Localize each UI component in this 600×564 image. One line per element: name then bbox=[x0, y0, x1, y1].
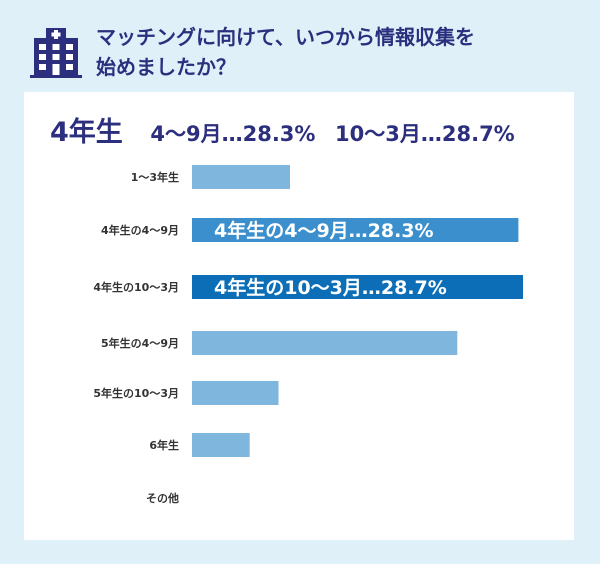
title-line-2: 始めましたか？ bbox=[96, 55, 236, 79]
page-title: マッチングに向けて、いつから情報収集を 始めましたか？ bbox=[96, 22, 576, 82]
bar-chart: 1～3年生 4年生の4～9月 4年生の4～9月…28.3% 4年生の10～3月 4年生の… bbox=[93, 165, 523, 505]
title-line-1: マッチングに向けて、いつから情報収集を bbox=[96, 25, 475, 49]
category-label: 5年生の10～3月 bbox=[93, 386, 179, 400]
bar bbox=[192, 218, 519, 242]
bar bbox=[192, 331, 458, 355]
bar bbox=[192, 381, 279, 405]
bar-callout-label: 4年生の4～9月…28.3% bbox=[214, 219, 434, 242]
category-label: 6年生 bbox=[149, 438, 179, 452]
summary-period-2: 10～3月…28.7% bbox=[335, 122, 515, 146]
category-label: 1～3年生 bbox=[131, 170, 179, 184]
category-label: その他 bbox=[146, 491, 179, 505]
summary-period-1: 4～9月…28.3% bbox=[150, 122, 316, 146]
bar bbox=[192, 275, 523, 299]
summary-grade: 4年生 bbox=[50, 117, 123, 148]
bar bbox=[192, 165, 290, 189]
header: マッチングに向けて、いつから情報収集を 始めましたか？ bbox=[30, 22, 590, 82]
category-label: 4年生の4～9月 bbox=[101, 223, 179, 237]
summary: 4年生 4～9月…28.3% 10～3月…28.7% bbox=[50, 110, 529, 149]
hospital-building-icon bbox=[30, 28, 82, 78]
bar bbox=[192, 433, 250, 457]
chart-card: 4年生 4～9月…28.3% 10～3月…28.7% 1～3年生 4年生の4～9月… bbox=[24, 92, 574, 540]
category-label: 4年生の10～3月 bbox=[93, 280, 179, 294]
bar-callout-label: 4年生の10～3月…28.7% bbox=[214, 276, 447, 299]
category-label: 5年生の4～9月 bbox=[101, 336, 179, 350]
